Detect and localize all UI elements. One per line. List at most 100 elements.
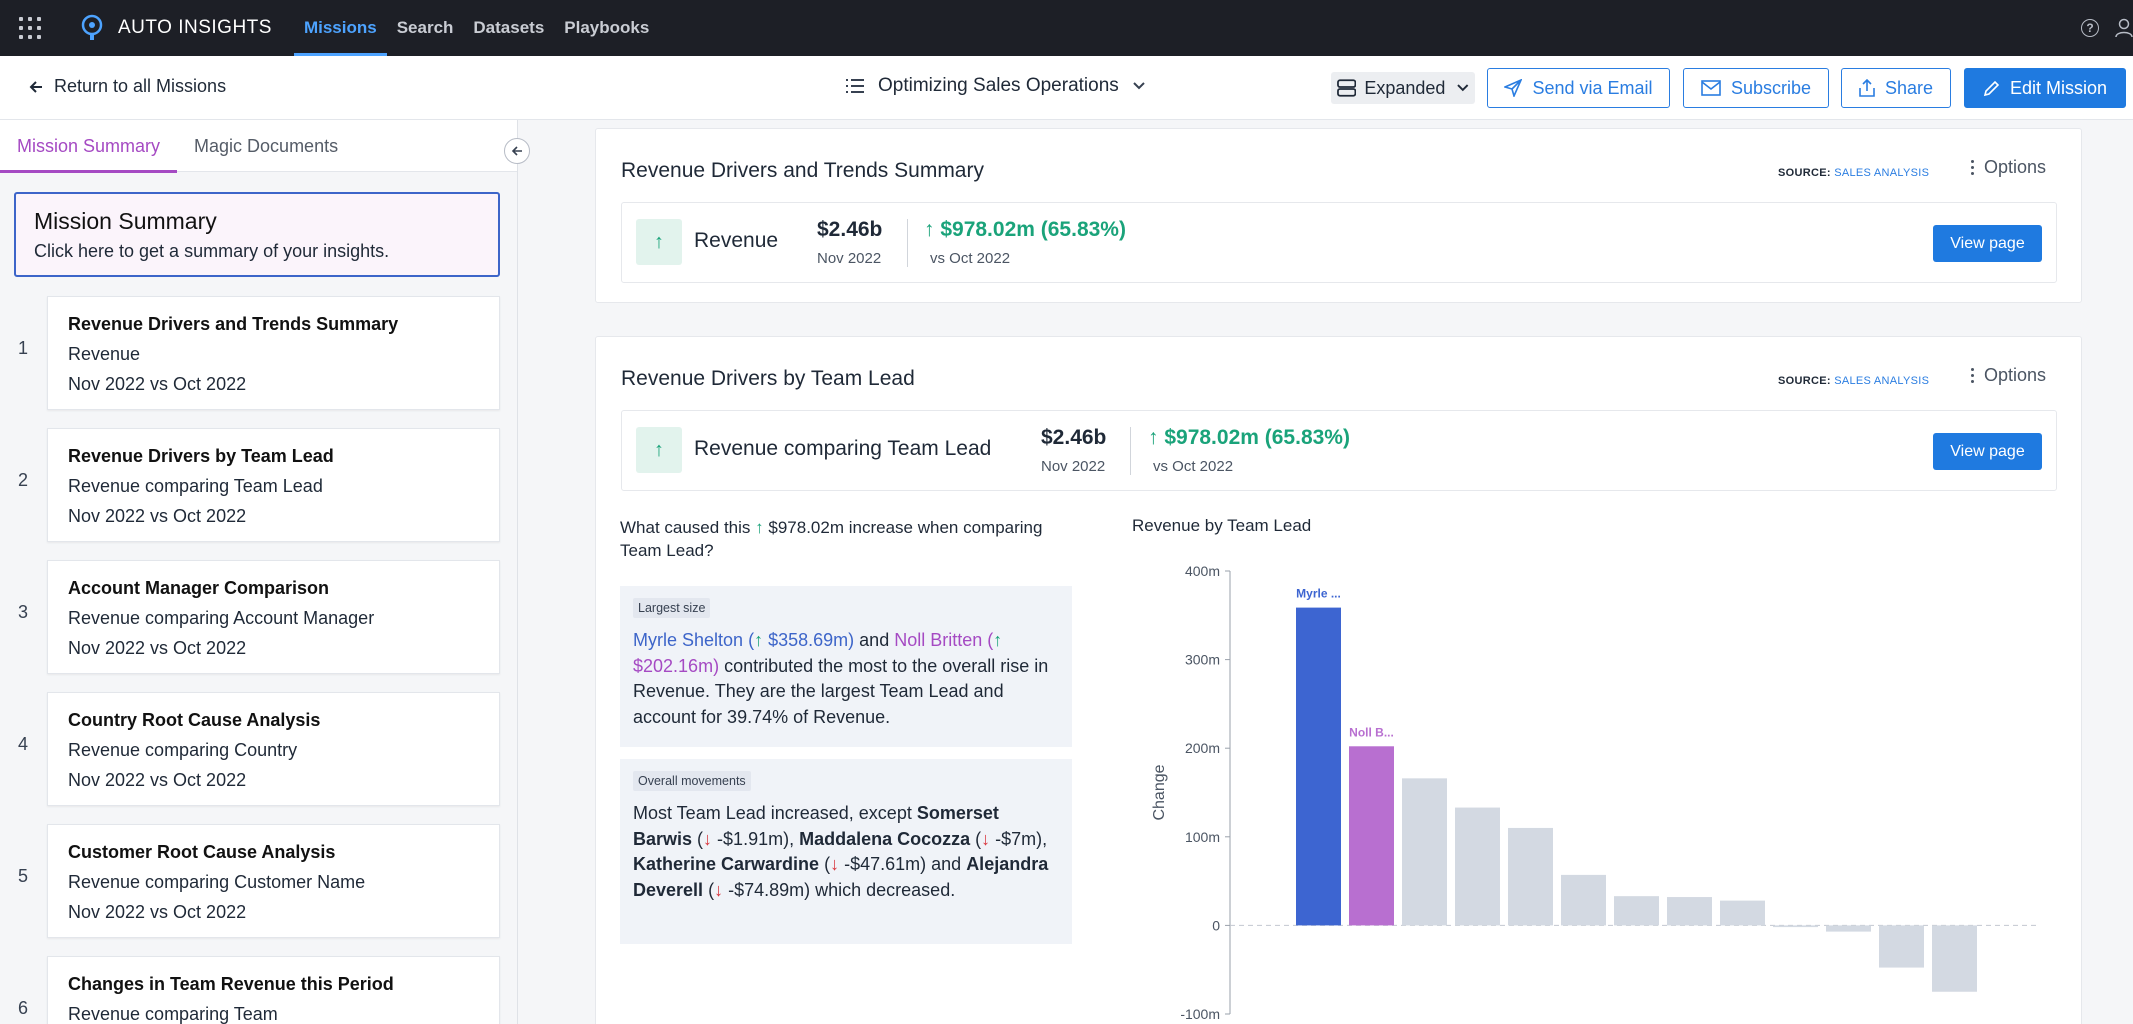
mission-selector[interactable]: Optimizing Sales Operations: [846, 75, 1145, 97]
tab-mission-summary[interactable]: Mission Summary: [0, 120, 178, 173]
view-page-button[interactable]: View page: [1933, 225, 2042, 262]
metric-value: $2.46b: [817, 218, 883, 241]
nav-playbooks[interactable]: Playbooks: [564, 18, 650, 37]
y-tick-label: -100m: [1180, 1006, 1220, 1022]
team-lead-value: -$7m: [995, 828, 1037, 849]
item-metric: Revenue comparing Customer Name: [68, 872, 366, 892]
bar-label: Myrle ...: [1296, 587, 1341, 601]
mission-item-card[interactable]: Country Root Cause Analysis Revenue comp…: [47, 692, 500, 806]
mission-item-card[interactable]: Customer Root Cause Analysis Revenue com…: [47, 824, 500, 938]
team-lead-value: -$47.61m: [844, 854, 921, 874]
item-period: Nov 2022 vs Oct 2022: [68, 902, 247, 922]
y-tick-label: 400m: [1185, 563, 1220, 579]
chevron-down-icon: [1457, 84, 1469, 92]
insight-text: Myrle Shelton (↑ $358.69m) and Noll Brit…: [633, 630, 1049, 727]
collapse-sidebar-button[interactable]: [504, 138, 530, 164]
mission-item-card[interactable]: Revenue Drivers and Trends Summary Reven…: [47, 296, 500, 410]
list-item: 5 Customer Root Cause Analysis Revenue c…: [0, 824, 518, 938]
insight-prefix: Most Team Lead increased, except: [633, 803, 912, 823]
divider: [907, 219, 908, 267]
item-number: 2: [18, 470, 29, 490]
metric-row: ↑ Revenue $2.46b Nov 2022 ↑ $978.02m (65…: [621, 202, 2057, 283]
team-lead-name: Alejandra Deverell: [633, 854, 1049, 900]
item-title: Revenue Drivers by Team Lead: [68, 446, 334, 466]
mission-item-card[interactable]: Revenue Drivers by Team Lead Revenue com…: [47, 428, 500, 542]
item-number: 6: [18, 998, 29, 1018]
share-button[interactable]: Share: [1841, 68, 1951, 108]
revenue-by-team-lead-chart: 400m 300m 200m 100m 0 -100m Change Myrle ... Nol…: [1151, 563, 2040, 1022]
user-icon[interactable]: [2115, 18, 2133, 38]
bar: [1296, 607, 1341, 926]
team-lead-name: Noll Britten: [894, 630, 983, 650]
app-grid-icon[interactable]: [16, 14, 44, 42]
bar: [1561, 874, 1606, 926]
tab-magic-documents[interactable]: Magic Documents: [194, 135, 339, 156]
item-title: Account Manager Comparison: [68, 578, 330, 598]
brand-name: AUTO INSIGHTS: [118, 17, 272, 38]
team-lead-name: Maddalena Cocozza: [799, 828, 971, 849]
mission-item-card[interactable]: Account Manager Comparison Revenue compa…: [47, 560, 500, 674]
item-period: Nov 2022 vs Oct 2022: [68, 374, 247, 394]
edit-mission-label: Edit Mission: [2009, 77, 2108, 98]
team-lead-value: $202.16m: [633, 655, 714, 676]
arrow-up-icon: ↑: [755, 518, 764, 537]
item-title: Country Root Cause Analysis: [68, 710, 321, 730]
chevron-down-icon: [1133, 82, 1145, 90]
conjunction: and: [931, 854, 962, 874]
subscribe-button[interactable]: Subscribe: [1683, 68, 1829, 108]
metric-period: Nov 2022: [817, 250, 882, 267]
metric-compare: vs Oct 2022: [930, 250, 1011, 267]
source-link[interactable]: SALES ANALYSIS: [1834, 375, 1930, 387]
item-number: 4: [18, 734, 29, 754]
summary-title: Mission Summary: [34, 208, 217, 234]
insight-text: Most Team Lead increased, except Somerse…: [633, 803, 1049, 900]
item-period: Nov 2022 vs Oct 2022: [68, 770, 247, 790]
nav-search[interactable]: Search: [396, 18, 454, 37]
team-lead-name: Myrle Shelton: [633, 630, 744, 650]
bar: [1349, 746, 1394, 926]
item-title: Customer Root Cause Analysis: [68, 842, 336, 862]
mission-name: Optimizing Sales Operations: [878, 75, 1119, 96]
edit-mission-button[interactable]: Edit Mission: [1964, 68, 2126, 108]
item-title: Revenue Drivers and Trends Summary: [68, 314, 399, 334]
options-label: Options: [1984, 365, 2047, 385]
return-to-missions-link[interactable]: Return to all Missions: [28, 76, 226, 97]
view-mode-select[interactable]: Expanded: [1331, 72, 1475, 104]
item-number: 5: [18, 866, 29, 886]
bar: [1455, 807, 1500, 926]
item-metric: Revenue comparing Team: [68, 1004, 278, 1024]
insight-tag: Overall movements: [633, 771, 751, 791]
options-menu[interactable]: Options: [1971, 365, 2046, 386]
arrow-left-icon: [511, 146, 522, 156]
options-menu[interactable]: Options: [1971, 157, 2046, 178]
bar: [1667, 897, 1712, 926]
help-icon[interactable]: ?: [2081, 19, 2099, 37]
arrow-up-icon: ↑: [636, 427, 682, 473]
source-label: SOURCE: SALES ANALYSIS: [1778, 375, 1929, 387]
mission-item-card[interactable]: Changes in Team Revenue this Period Reve…: [47, 956, 500, 1024]
bar: [1402, 778, 1447, 926]
pencil-icon: [1983, 80, 2000, 96]
send-icon: [1504, 79, 1523, 97]
mission-summary-card[interactable]: Mission Summary Click here to get a summ…: [14, 192, 500, 277]
item-metric: Revenue comparing Account Manager: [68, 608, 375, 628]
send-via-email-button[interactable]: Send via Email: [1487, 68, 1670, 108]
kebab-icon: [1971, 160, 1974, 175]
mission-toolbar: Return to all Missions Optimizing Sales …: [0, 56, 2133, 120]
divider: [1130, 427, 1131, 475]
summary-subtitle: Click here to get a summary of your insi…: [34, 241, 390, 261]
send-via-email-label: Send via Email: [1532, 77, 1653, 98]
metric-row: ↑ Revenue comparing Team Lead $2.46b Nov…: [621, 410, 2057, 491]
list-icon: [846, 79, 864, 93]
source-link[interactable]: SALES ANALYSIS: [1834, 167, 1930, 179]
source-label: SOURCE: SALES ANALYSIS: [1778, 167, 1929, 179]
item-metric: Revenue comparing Country: [68, 740, 298, 760]
metric-change-value: $978.02m (65.83%): [940, 218, 1126, 241]
nav-datasets[interactable]: Datasets: [473, 18, 545, 37]
source-prefix: SOURCE:: [1778, 167, 1831, 179]
insight-rest: contributed the most to the overall rise…: [633, 655, 1049, 727]
view-page-button[interactable]: View page: [1933, 433, 2042, 470]
nav-missions[interactable]: Missions: [293, 0, 387, 56]
team-lead-name: Katherine Carwardine: [633, 854, 820, 874]
kebab-icon: [1971, 368, 1974, 383]
